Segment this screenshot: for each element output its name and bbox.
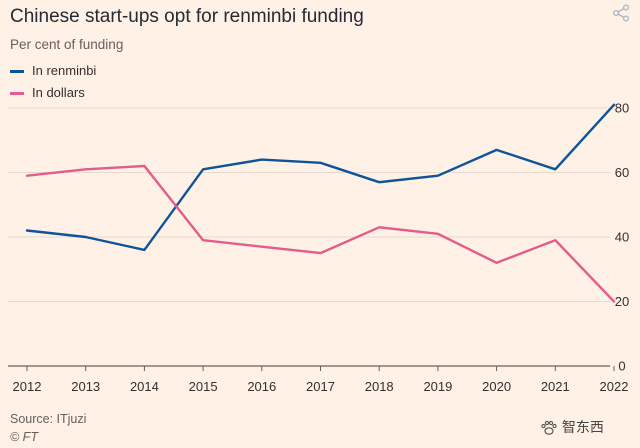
y-tick-label-0: 0 xyxy=(618,359,625,374)
x-tick-label-2014: 2014 xyxy=(130,379,159,394)
watermark: 智东西 xyxy=(540,417,632,439)
y-tick-label-20: 20 xyxy=(615,294,629,309)
x-tick-label-2021: 2021 xyxy=(541,379,570,394)
chart-subtitle: Per cent of funding xyxy=(10,37,124,52)
watermark-text: 智东西 xyxy=(561,419,604,435)
x-tick-label-2022: 2022 xyxy=(600,379,629,394)
y-tick-label-40: 40 xyxy=(615,230,629,245)
legend-label-dollars: In dollars xyxy=(32,85,85,100)
series-line-renminbi xyxy=(25,103,616,252)
share-icon[interactable] xyxy=(612,4,630,22)
y-tick-label-80: 80 xyxy=(615,101,629,116)
y-tick-label-60: 60 xyxy=(615,165,629,180)
legend-swatch-dollars xyxy=(10,92,24,95)
paw-logo-icon xyxy=(541,421,557,436)
x-tick-label-2012: 2012 xyxy=(13,379,42,394)
x-tick-label-2019: 2019 xyxy=(423,379,452,394)
legend-swatch-renminbi xyxy=(10,70,24,73)
x-tick-label-2018: 2018 xyxy=(365,379,394,394)
copyright-note: © FT xyxy=(10,430,38,444)
x-tick-label-2013: 2013 xyxy=(71,379,100,394)
chart-title: Chinese start-ups opt for renminbi fundi… xyxy=(10,6,364,27)
source-note: Source: ITjuzi xyxy=(10,412,87,426)
x-tick-label-2015: 2015 xyxy=(189,379,218,394)
legend-label-renminbi: In renminbi xyxy=(32,63,97,78)
x-tick-label-2017: 2017 xyxy=(306,379,335,394)
x-tick-label-2016: 2016 xyxy=(247,379,276,394)
series-line-dollars xyxy=(25,164,616,303)
x-tick-label-2020: 2020 xyxy=(482,379,511,394)
